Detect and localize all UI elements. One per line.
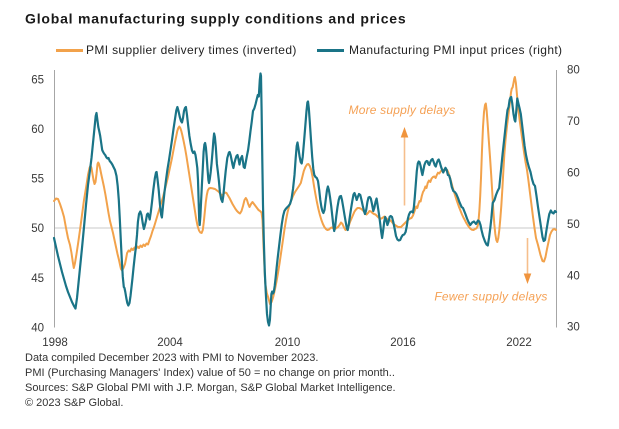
svg-text:PMI (Purchasing Managers' Inde: PMI (Purchasing Managers' Index) value o… — [25, 367, 395, 379]
svg-text:© 2023 S&P Global.: © 2023 S&P Global. — [25, 397, 123, 409]
svg-text:PMI supplier delivery times (i: PMI supplier delivery times (inverted) — [86, 43, 297, 57]
svg-text:1998: 1998 — [42, 337, 68, 349]
svg-text:80: 80 — [567, 65, 580, 77]
svg-text:Sources: S&P Global PMI with J: Sources: S&P Global PMI with J.P. Morgan… — [25, 382, 396, 394]
svg-text:Manufacturing PMI input prices: Manufacturing PMI input prices (right) — [349, 43, 562, 57]
svg-text:45: 45 — [31, 273, 44, 285]
svg-text:Data compiled December 2023 wi: Data compiled December 2023 with PMI to … — [25, 352, 318, 364]
svg-text:40: 40 — [567, 270, 580, 282]
svg-text:50: 50 — [31, 223, 44, 235]
svg-text:55: 55 — [31, 174, 44, 186]
svg-text:2010: 2010 — [275, 337, 301, 349]
svg-text:40: 40 — [31, 323, 44, 335]
svg-text:70: 70 — [567, 116, 580, 128]
svg-text:60: 60 — [31, 124, 44, 136]
svg-text:50: 50 — [567, 219, 580, 231]
svg-text:2016: 2016 — [390, 337, 416, 349]
svg-text:Global manufacturing supply co: Global manufacturing supply conditions a… — [25, 11, 406, 27]
svg-text:65: 65 — [31, 74, 44, 86]
svg-text:30: 30 — [567, 322, 580, 334]
svg-text:60: 60 — [567, 167, 580, 179]
svg-text:Fewer supply delays: Fewer supply delays — [434, 290, 547, 304]
svg-text:More supply delays: More supply delays — [349, 103, 456, 117]
svg-text:2004: 2004 — [157, 337, 183, 349]
svg-text:2022: 2022 — [506, 337, 532, 349]
